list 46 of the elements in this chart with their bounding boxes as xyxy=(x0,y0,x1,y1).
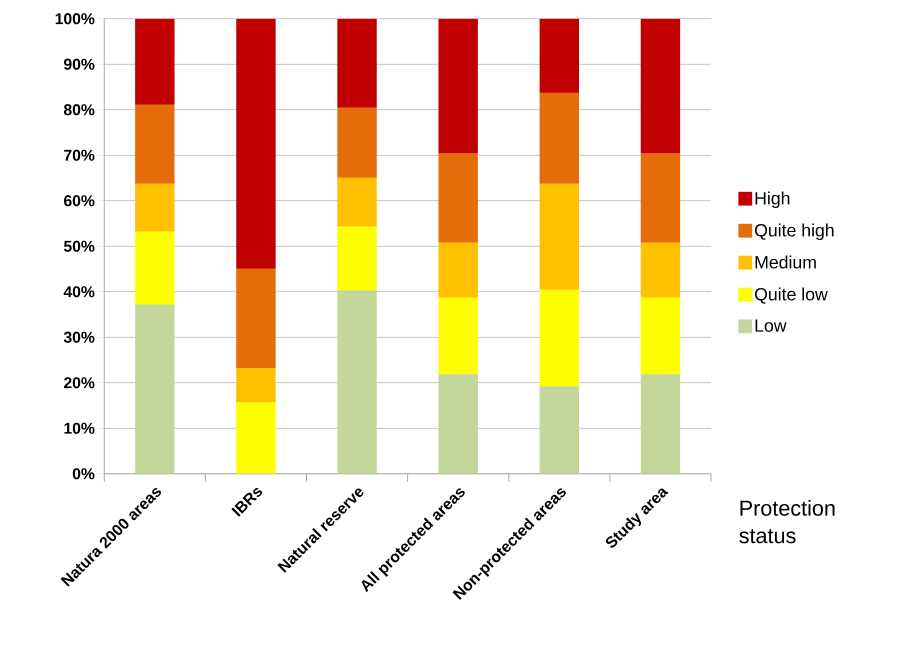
y-tick-label: 0% xyxy=(72,468,94,480)
y-tick-label: 60% xyxy=(64,195,94,206)
legend-label: Medium xyxy=(756,256,816,269)
bar xyxy=(640,18,680,153)
bar xyxy=(640,374,680,474)
bar xyxy=(337,107,377,178)
y-tick-label: 70% xyxy=(64,150,94,161)
bar xyxy=(236,368,276,402)
x-axis-title: Protection status xyxy=(739,500,835,544)
y-tick-label: 80% xyxy=(64,104,94,116)
bar xyxy=(438,374,478,474)
bar xyxy=(540,92,580,184)
bar xyxy=(135,18,175,105)
bar xyxy=(640,298,680,374)
bar xyxy=(135,104,175,184)
legend-label: Quite high xyxy=(754,224,834,240)
bar xyxy=(135,232,175,305)
y-tick-label: 90% xyxy=(64,58,94,70)
y-tick-label: 30% xyxy=(64,332,94,343)
legend-label: High xyxy=(756,192,790,208)
bar xyxy=(540,183,580,290)
legend-label: Quite low xyxy=(754,288,828,304)
y-tick-label: 40% xyxy=(64,286,94,298)
bar xyxy=(438,242,478,298)
bar xyxy=(337,18,377,108)
y-tick-label: 100% xyxy=(56,13,94,24)
bar xyxy=(540,386,580,474)
bar xyxy=(540,18,580,93)
bar xyxy=(540,290,580,386)
bar xyxy=(438,153,478,243)
bar xyxy=(640,242,680,298)
bar xyxy=(236,268,276,368)
bar xyxy=(135,304,175,474)
legend-label: Low xyxy=(756,320,787,332)
bar xyxy=(337,290,377,474)
bar xyxy=(438,18,478,153)
bar xyxy=(236,402,276,474)
bar xyxy=(640,153,680,243)
bar xyxy=(337,178,377,227)
y-tick-label: 20% xyxy=(64,377,94,388)
bar xyxy=(337,226,377,290)
bar xyxy=(236,18,276,269)
y-tick-label: 10% xyxy=(64,422,94,434)
y-tick-label: 50% xyxy=(64,240,94,252)
bar xyxy=(135,183,175,232)
bar xyxy=(438,298,478,374)
